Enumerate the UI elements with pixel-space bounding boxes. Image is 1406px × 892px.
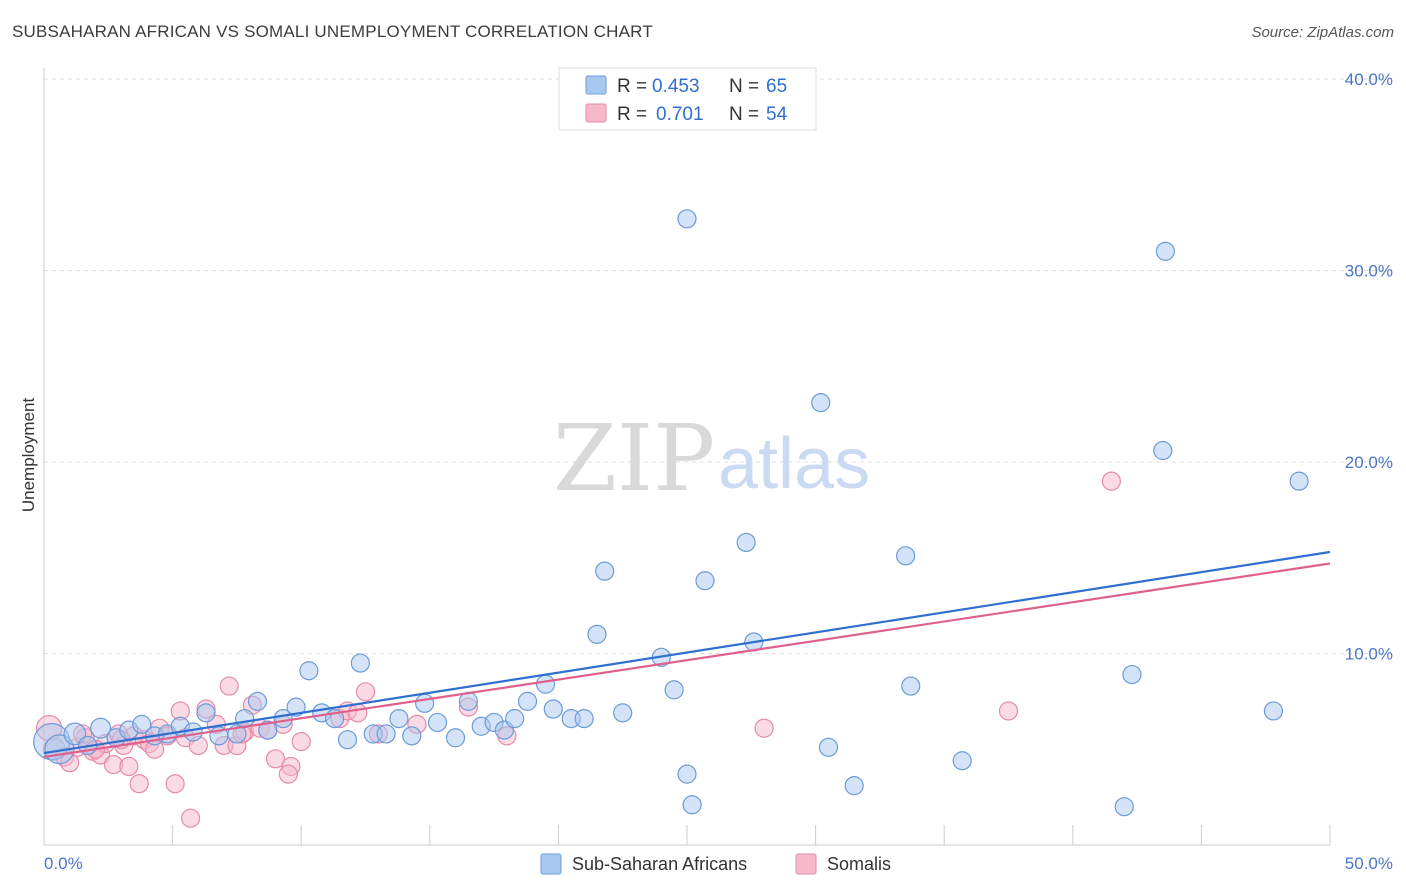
sub-saharan-point-48	[682, 795, 702, 815]
sub-saharan-point-17	[258, 720, 278, 740]
sub-saharan-point-31	[445, 728, 466, 748]
sub-saharan-point-42	[587, 624, 607, 644]
sub-saharan-point-60	[1122, 664, 1142, 685]
y-tick-label-0: 10.0%	[1345, 645, 1393, 664]
somalis-point-37	[291, 731, 311, 752]
somalis-point-50	[1101, 471, 1121, 491]
sub-saharan-point-56	[896, 546, 916, 566]
sub-saharan-point-53	[811, 393, 831, 413]
sub-saharan-point-46	[664, 680, 684, 700]
trend-lines	[43, 550, 1331, 758]
sub-saharan-point-24	[350, 653, 370, 673]
y-tick-labels: 10.0% 20.0% 30.0% 40.0%	[1345, 70, 1393, 664]
sub-saharan-point-59	[1114, 797, 1134, 817]
y-tick-label-2: 30.0%	[1345, 262, 1393, 281]
sub-saharan-point-27	[389, 709, 409, 729]
legend-r-value-1: 0.453	[652, 76, 700, 97]
legend-swatch-blue	[585, 75, 607, 95]
sub-saharan-point-63	[1263, 701, 1284, 721]
sub-saharan-point-62	[1155, 241, 1175, 261]
sub-saharan-point-4	[90, 717, 112, 739]
legend-r-label-1: R =	[617, 76, 647, 97]
sub-saharan-point-58	[952, 751, 972, 771]
sub-saharan-point-50	[736, 532, 756, 553]
legend-n-label-2: N =	[729, 104, 759, 125]
y-axis-label: Unemployment	[19, 398, 38, 513]
somalis-point-23	[181, 808, 201, 828]
sub-saharan-point-41	[574, 709, 594, 729]
sub-saharan-point-23	[337, 730, 358, 750]
somalis-point-46	[278, 764, 298, 784]
somalis-point-20	[165, 774, 185, 794]
sub-saharan-point-52	[677, 209, 697, 229]
series-legend-label-pink: Somalis	[827, 854, 891, 874]
series-legend-swatch-pink	[795, 853, 817, 875]
sub-saharan-point-16	[247, 691, 268, 711]
somalis-point-48	[754, 718, 774, 738]
somalis-point-28	[219, 676, 239, 696]
somalis-point-12	[119, 756, 139, 777]
sub-saharan-point-54	[818, 737, 839, 757]
sub-saharan-point-64	[1289, 471, 1309, 491]
sub-saharan-point-36	[505, 709, 525, 729]
sub-saharan-point-2	[63, 722, 87, 746]
watermark-zip: ZIP	[553, 405, 715, 512]
watermark: ZIP atlas	[553, 405, 870, 512]
y-tick-label-1: 20.0%	[1345, 453, 1393, 472]
series-legend: Sub-Saharan Africans Somalis	[540, 853, 891, 875]
sub-saharan-point-47	[677, 764, 697, 784]
somalis-point-40	[348, 703, 368, 723]
legend-n-label-1: N =	[729, 76, 759, 97]
sub-saharan-point-57	[901, 676, 921, 696]
sub-saharan-point-29	[415, 693, 435, 713]
sub-saharan-point-55	[844, 776, 864, 796]
source-label: Source: ZipAtlas.com	[1251, 24, 1394, 41]
somalis-points	[35, 471, 1121, 828]
sub-saharan-point-39	[543, 699, 563, 719]
legend-n-value-2: 54	[766, 104, 788, 125]
sub-saharan-point-7	[132, 714, 152, 734]
sub-saharan-point-49	[695, 571, 715, 591]
sub-saharan-point-44	[613, 703, 633, 723]
somalis-point-49	[998, 701, 1019, 721]
sub-saharan-point-12	[196, 703, 216, 723]
series-legend-label-blue: Sub-Saharan Africans	[572, 854, 747, 874]
sub-saharan-point-61	[1153, 440, 1173, 461]
sub-saharan-trend-line	[43, 550, 1331, 755]
sub-saharan-point-43	[595, 561, 615, 581]
sub-saharan-point-38	[535, 674, 556, 694]
x-tick-labels: 0.0% 50.0%	[44, 854, 1393, 873]
axes	[43, 68, 1331, 846]
watermark-atlas: atlas	[718, 424, 870, 504]
correlation-legend: R = 0.453 N = 65 R = 0.701 N = 54	[558, 67, 817, 131]
chart-title: SUBSAHARAN AFRICAN VS SOMALI UNEMPLOYMEN…	[12, 22, 653, 41]
legend-r-label-2: R =	[617, 104, 647, 125]
x-tick-label-0: 0.0%	[44, 854, 83, 873]
somalis-trend-line	[43, 562, 1331, 758]
sub-saharan-point-28	[402, 726, 422, 746]
series-legend-swatch-blue	[540, 853, 562, 875]
x-tick-label-1: 50.0%	[1345, 854, 1393, 873]
sub-saharan-point-30	[427, 712, 448, 733]
legend-swatch-pink	[585, 103, 607, 123]
sub-saharan-point-20	[299, 661, 319, 681]
somalis-point-34	[265, 749, 286, 769]
somalis-point-14	[129, 774, 149, 794]
legend-n-value-1: 65	[766, 76, 787, 97]
legend-r-value-2: 0.701	[656, 104, 704, 125]
y-tick-label-3: 40.0%	[1345, 70, 1393, 89]
somalis-point-41	[355, 682, 376, 702]
sub-saharan-point-37	[517, 691, 538, 711]
gridlines	[44, 78, 1395, 654]
sub-saharan-point-19	[286, 697, 306, 717]
sub-saharan-point-26	[376, 724, 396, 744]
sub-saharan-point-11	[183, 722, 203, 742]
